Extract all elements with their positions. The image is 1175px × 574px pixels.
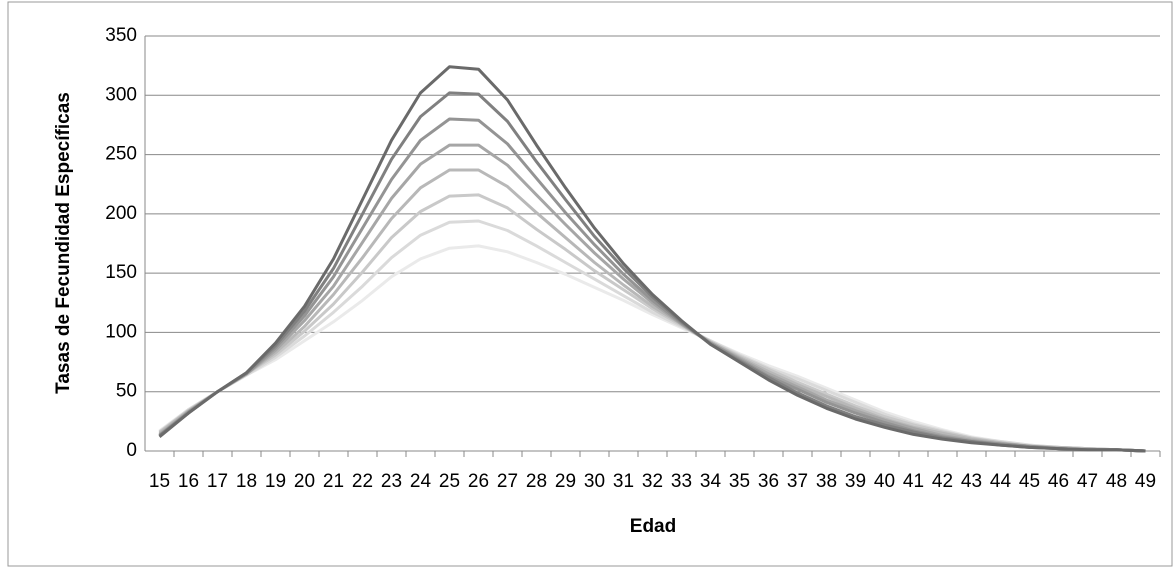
x-tick-label: 45 <box>1019 471 1040 492</box>
x-tick-label: 35 <box>729 471 750 492</box>
x-tick-label: 31 <box>613 471 634 492</box>
y-tick-label: 150 <box>105 262 137 283</box>
x-tick-label: 27 <box>497 471 518 492</box>
x-tick-label: 19 <box>265 471 286 492</box>
x-tick-label: 26 <box>468 471 489 492</box>
series-line <box>158 65 1146 453</box>
x-tick-label: 17 <box>207 471 228 492</box>
x-tick-label: 25 <box>439 471 460 492</box>
x-tick-label: 48 <box>1106 471 1127 492</box>
x-tick-label: 20 <box>294 471 315 492</box>
x-tick-label: 37 <box>787 471 808 492</box>
y-tick-label: 50 <box>116 381 137 402</box>
y-axis-label: Tasas de Fecundidad Específicas <box>53 92 74 394</box>
x-tick-label: 38 <box>816 471 837 492</box>
x-tick-label: 34 <box>700 471 722 492</box>
x-tick-label: 24 <box>410 471 432 492</box>
y-tick-label: 350 <box>105 25 137 46</box>
x-tick-label: 23 <box>381 471 402 492</box>
x-tick-label: 28 <box>526 471 547 492</box>
x-tick-label: 44 <box>990 471 1012 492</box>
x-tick-label: 22 <box>352 471 373 492</box>
x-tick-label: 29 <box>555 471 576 492</box>
x-tick-label: 42 <box>932 471 953 492</box>
x-tick-label: 47 <box>1077 471 1098 492</box>
x-tick-label: 18 <box>236 471 257 492</box>
x-tick-label: 46 <box>1048 471 1069 492</box>
x-tick-label: 33 <box>671 471 692 492</box>
y-tick-label: 100 <box>105 321 137 342</box>
x-tick-label: 15 <box>149 471 170 492</box>
x-tick-label: 36 <box>758 471 779 492</box>
x-tick-label: 43 <box>961 471 982 492</box>
y-tick-label: 200 <box>105 203 137 224</box>
y-tick-label: 250 <box>105 144 137 165</box>
y-tick-label: 300 <box>105 84 137 105</box>
x-tick-label: 30 <box>584 471 605 492</box>
y-tick-label: 0 <box>126 440 137 461</box>
x-tick-label: 40 <box>874 471 895 492</box>
x-tick-label: 41 <box>903 471 924 492</box>
x-tick-label: 16 <box>178 471 199 492</box>
x-tick-label: 39 <box>845 471 866 492</box>
x-tick-label: 32 <box>642 471 663 492</box>
x-tick-label: 49 <box>1135 471 1156 492</box>
x-tick-label: 21 <box>323 471 344 492</box>
x-axis-label: Edad <box>630 516 676 537</box>
